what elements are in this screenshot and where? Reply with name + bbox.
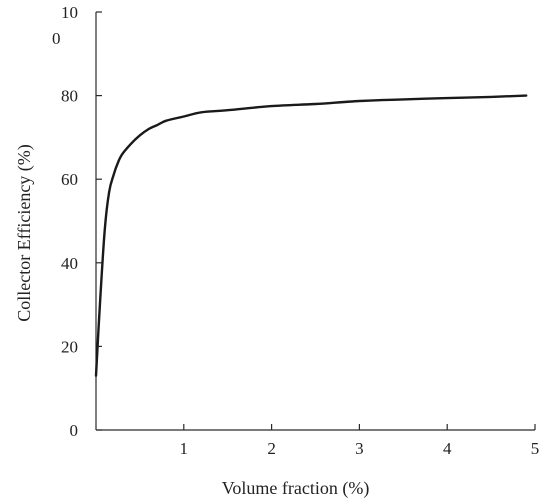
series-layer <box>94 94 528 377</box>
y-tick-label-continuation: 0 <box>52 29 61 48</box>
y-tick-label: 0 <box>70 421 79 440</box>
x-tick-label: 5 <box>531 439 540 458</box>
y-axis-title: Collector Efficiency (%) <box>14 144 35 322</box>
x-tick-label: 3 <box>355 439 364 458</box>
y-tick-label: 10 <box>61 3 78 22</box>
y-tick-label: 20 <box>61 337 78 356</box>
y-tick-label: 60 <box>61 170 78 189</box>
x-tick-label: 2 <box>267 439 276 458</box>
x-ticks: 1 2 3 4 5 <box>180 424 540 458</box>
x-tick-label: 1 <box>180 439 189 458</box>
axes <box>95 12 535 431</box>
x-axis-title: Volume fraction (%) <box>222 478 370 499</box>
y-tick-label: 40 <box>61 254 78 273</box>
y-tick-label: 80 <box>61 87 78 106</box>
efficiency-curve <box>94 94 528 377</box>
x-tick-label: 4 <box>443 439 452 458</box>
